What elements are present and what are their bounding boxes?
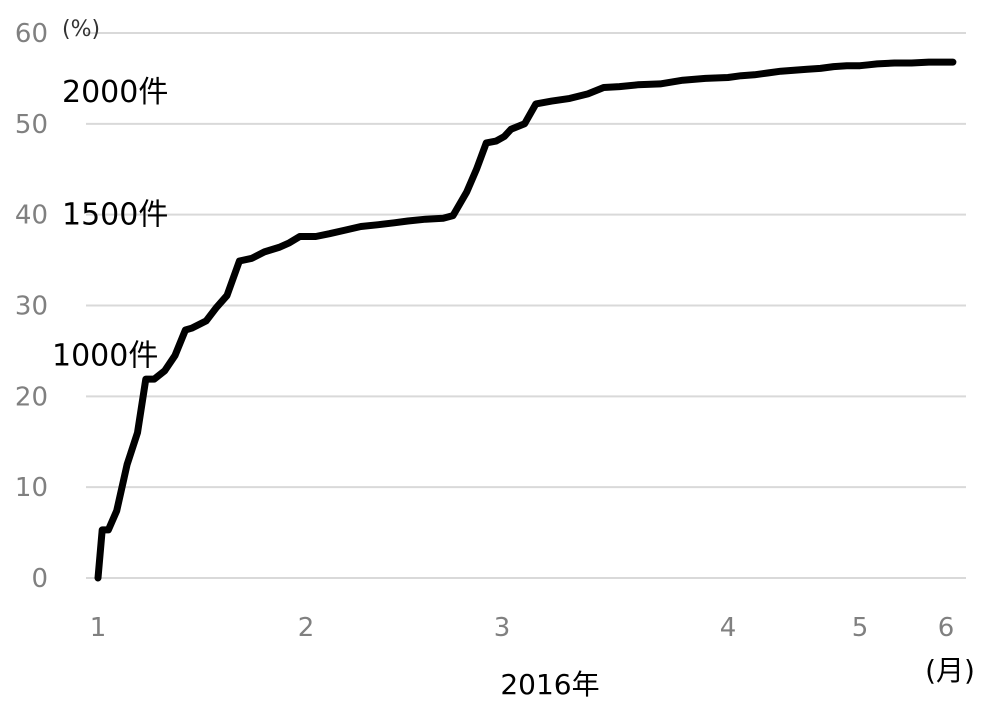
- y-tick-label: 0: [31, 564, 48, 594]
- x-unit-label: (月): [925, 654, 975, 687]
- x-tick-label: 5: [852, 613, 869, 643]
- y-tick-label: 10: [15, 473, 48, 503]
- x-tick-label: 4: [720, 613, 737, 643]
- y-unit-label: (%): [62, 17, 100, 42]
- x-axis-tick-labels: 1 2 3 4 5 6: [90, 613, 955, 643]
- x-tick-label: 6: [938, 613, 955, 643]
- y-tick-label: 20: [15, 382, 48, 412]
- count-annotation: 2000件: [62, 75, 168, 110]
- y-tick-label: 50: [15, 110, 48, 140]
- x-tick-label: 2: [298, 613, 315, 643]
- y-tick-label: 40: [15, 201, 48, 231]
- annotations: 2000件 1500件 1000件: [52, 75, 168, 373]
- x-tick-label: 1: [90, 613, 107, 643]
- x-tick-label: 3: [494, 613, 511, 643]
- y-tick-label: 60: [15, 19, 48, 49]
- series-line-0: [94, 58, 957, 582]
- y-axis-tick-labels: 0 10 20 30 40 50 60: [15, 19, 48, 594]
- series-line-group: [94, 58, 957, 582]
- x-axis-title: 2016年: [500, 668, 599, 701]
- y-tick-label: 30: [15, 292, 48, 322]
- count-annotation: 1500件: [62, 198, 168, 233]
- count-annotation: 1000件: [52, 338, 158, 373]
